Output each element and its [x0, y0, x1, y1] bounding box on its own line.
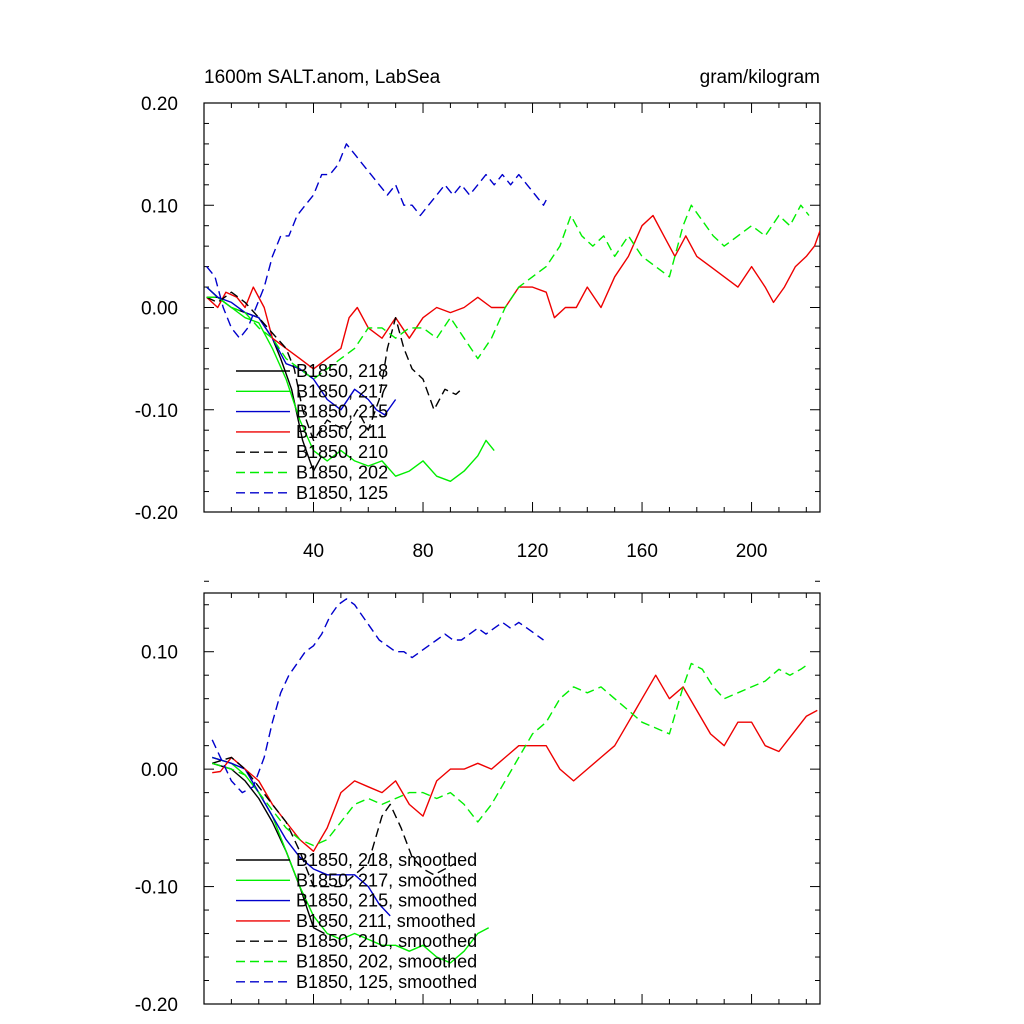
x-tick-label: 160	[626, 541, 658, 562]
series-line	[206, 286, 495, 482]
series-line	[211, 762, 325, 935]
units-label: gram/kilogram	[700, 67, 820, 88]
legend-label: B1850, 210	[296, 442, 388, 462]
y-tick-label: -0.10	[135, 878, 178, 899]
legend-label: B1850, 202	[296, 463, 388, 483]
legend-label: B1850, 218, smoothed	[296, 850, 477, 870]
series-line	[206, 143, 547, 339]
legend-label: B1850, 211	[296, 422, 387, 442]
series-line	[211, 598, 544, 794]
series-line	[206, 214, 820, 370]
x-tick-label: 40	[303, 541, 324, 562]
legend-label: B1850, 215, smoothed	[296, 891, 477, 911]
y-tick-label: 0.00	[141, 299, 178, 320]
y-tick-label: -0.20	[135, 995, 178, 1016]
y-tick-label: 0.20	[141, 94, 178, 115]
legend-label: B1850, 217, smoothed	[296, 870, 477, 890]
x-tick-label: 120	[517, 541, 549, 562]
legend-label: B1850, 217	[296, 381, 388, 401]
x-tick-label: 200	[736, 541, 768, 562]
series-line	[206, 291, 462, 442]
y-tick-label: 0.10	[141, 196, 178, 217]
legend-label: B1850, 211, smoothed	[296, 911, 476, 931]
series-line	[212, 674, 818, 852]
series-line	[211, 662, 810, 847]
legend-label: B1850, 125, smoothed	[296, 972, 477, 992]
legend-label: B1850, 210, smoothed	[296, 931, 477, 951]
y-tick-label: 0.10	[141, 643, 178, 664]
legend-label: B1850, 218	[296, 361, 388, 381]
chart-title: 1600m SALT.anom, LabSea	[204, 67, 441, 88]
y-tick-label: 0.00	[141, 760, 178, 781]
y-tick-label: -0.20	[135, 503, 178, 524]
series-line	[206, 204, 810, 380]
series-line	[211, 756, 457, 888]
x-tick-label: 80	[412, 541, 433, 562]
y-tick-label: -0.10	[135, 401, 178, 422]
legend-label: B1850, 215	[296, 402, 388, 422]
top-panel: 40 80 120 160 200 -0.20 -0.10 0.00 0.10 0.20 B1850…	[135, 94, 821, 562]
legend-label: B1850, 202, smoothed	[296, 952, 477, 972]
legend-label: B1850, 125	[296, 483, 388, 503]
plot-frame	[203, 592, 821, 1005]
